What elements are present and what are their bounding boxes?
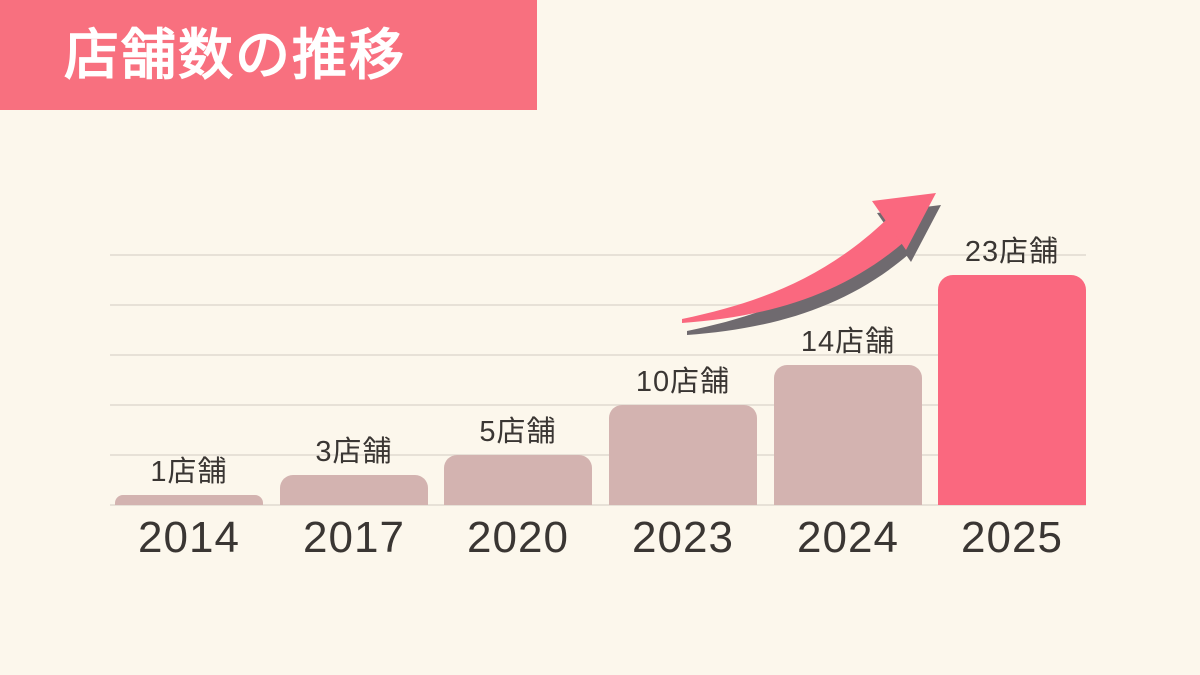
value-label: 23店舗 xyxy=(964,235,1060,268)
baseline-gridline xyxy=(110,504,1086,506)
axis-label-2014: 2014 xyxy=(138,513,240,562)
gridline xyxy=(110,304,1086,306)
gridline xyxy=(110,254,1086,256)
bar-2023 xyxy=(609,405,757,505)
title-banner: 店舗数の推移 xyxy=(0,0,537,110)
bar-2017 xyxy=(280,475,428,505)
value-label: 1店舗 xyxy=(150,455,228,488)
bar-2020 xyxy=(444,455,592,505)
gridline xyxy=(110,454,1086,456)
axis-label-2020: 2020 xyxy=(467,513,569,562)
axis-label-2025: 2025 xyxy=(961,513,1063,562)
value-label: 3店舗 xyxy=(315,435,393,468)
bar-2024 xyxy=(774,365,922,505)
page-title: 店舗数の推移 xyxy=(64,23,407,86)
gridline xyxy=(110,354,1086,356)
value-label: 14店舗 xyxy=(800,325,896,358)
bar-2014 xyxy=(115,495,263,505)
axis-label-2023: 2023 xyxy=(632,513,734,562)
bar-2025-highlight xyxy=(938,275,1086,505)
gridline xyxy=(110,404,1086,406)
value-label: 5店舗 xyxy=(479,415,557,448)
axis-label-2024: 2024 xyxy=(797,513,899,562)
value-label: 10店舗 xyxy=(635,365,731,398)
growth-arrow-shadow xyxy=(687,205,941,335)
axis-label-2017: 2017 xyxy=(303,513,405,562)
